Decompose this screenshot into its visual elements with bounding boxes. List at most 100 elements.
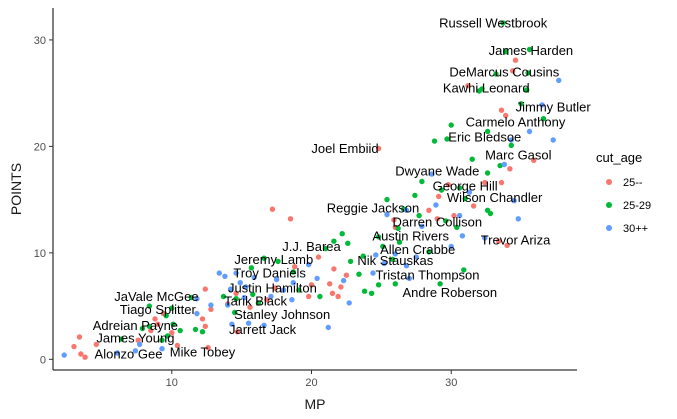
data-point xyxy=(343,272,350,278)
data-point xyxy=(391,217,397,223)
data-point xyxy=(335,293,341,300)
x-tick-label: 30 xyxy=(445,377,457,389)
y-axis-title: POINTS xyxy=(8,163,24,215)
data-point xyxy=(384,196,390,203)
point-label: Tiago Splitter xyxy=(120,302,197,317)
data-point xyxy=(237,280,243,286)
data-point xyxy=(436,193,442,200)
data-point xyxy=(315,254,322,260)
data-point xyxy=(135,337,141,343)
data-point xyxy=(482,179,488,186)
y-tick-label: 0 xyxy=(40,354,46,366)
data-point xyxy=(360,253,366,259)
data-point xyxy=(525,70,531,76)
data-point xyxy=(503,112,509,119)
data-point xyxy=(233,270,239,276)
point-label: Joel Embiid xyxy=(311,141,378,156)
legend-label: 25-- xyxy=(623,177,643,189)
data-point xyxy=(375,282,382,288)
data-point xyxy=(484,170,491,176)
data-point xyxy=(497,162,503,169)
data-point xyxy=(199,329,206,335)
data-point xyxy=(361,288,368,294)
data-point xyxy=(61,352,67,358)
data-point xyxy=(139,325,146,332)
data-point xyxy=(169,330,175,336)
legend-entries: 25-- 25-29 30++ xyxy=(606,177,651,235)
data-point xyxy=(456,212,463,219)
data-point xyxy=(501,161,507,168)
legend-key xyxy=(606,225,612,231)
point-label: Jarrett Jack xyxy=(229,322,297,337)
data-point xyxy=(331,238,337,244)
data-point xyxy=(431,138,438,144)
data-point xyxy=(531,157,537,163)
data-point xyxy=(461,267,467,273)
data-point xyxy=(152,316,158,322)
point-label: Justin Hamilton xyxy=(228,281,317,296)
point-label: Trevor Ariza xyxy=(481,233,551,248)
y-tick-label: 20 xyxy=(34,141,46,153)
data-point xyxy=(93,341,100,348)
data-point xyxy=(205,344,211,351)
x-tick-label: 20 xyxy=(305,377,317,389)
data-point xyxy=(413,254,419,260)
legend-label: 30++ xyxy=(623,223,648,235)
data-point xyxy=(507,166,513,172)
data-point xyxy=(526,128,533,135)
data-point xyxy=(268,293,274,300)
data-point xyxy=(375,145,382,152)
data-point xyxy=(550,137,556,143)
data-point xyxy=(163,313,169,319)
data-point xyxy=(314,275,320,282)
data-point xyxy=(470,203,477,209)
data-point xyxy=(317,293,323,300)
point-label: Adreian Payne xyxy=(93,318,178,333)
data-point xyxy=(346,300,352,306)
data-point xyxy=(229,321,235,327)
data-point xyxy=(465,83,471,89)
data-point xyxy=(222,273,228,279)
point-label: Allen Crabbe xyxy=(380,242,455,257)
data-point xyxy=(208,302,214,308)
data-point xyxy=(482,235,488,241)
data-point xyxy=(392,251,398,257)
point-label: JaVale McGee xyxy=(114,289,198,304)
data-point xyxy=(264,297,270,303)
legend-label: 25-29 xyxy=(623,200,651,212)
data-point xyxy=(322,245,329,252)
data-point xyxy=(443,218,449,224)
data-point xyxy=(540,116,547,122)
data-point xyxy=(392,281,398,287)
point-label: Eric Bledsoe xyxy=(448,129,521,144)
data-point xyxy=(512,57,519,63)
data-point xyxy=(454,224,460,230)
data-point xyxy=(188,294,194,301)
point-label: Alonzo Gee xyxy=(95,347,163,362)
data-point xyxy=(225,302,231,308)
data-point xyxy=(155,321,161,327)
data-point xyxy=(247,304,253,310)
data-point xyxy=(194,310,200,317)
data-point xyxy=(194,296,200,302)
data-point xyxy=(248,265,255,271)
data-point xyxy=(437,281,443,287)
data-point xyxy=(159,337,165,343)
data-point xyxy=(146,303,153,309)
x-ticks: 10 20 30 xyxy=(166,370,457,389)
point-label: Troy Daniels xyxy=(233,266,306,281)
data-point xyxy=(419,223,425,229)
point-label: Tristan Thompson xyxy=(375,268,479,283)
data-point xyxy=(438,187,445,193)
data-point xyxy=(174,342,181,349)
data-point xyxy=(448,243,454,250)
data-point xyxy=(340,277,347,284)
data-point xyxy=(368,290,375,296)
data-point xyxy=(433,202,439,208)
data-point xyxy=(518,101,524,107)
point-label: J.J. Barea xyxy=(282,239,341,254)
data-point xyxy=(526,46,533,53)
data-point xyxy=(426,249,432,255)
data-point xyxy=(136,341,143,348)
